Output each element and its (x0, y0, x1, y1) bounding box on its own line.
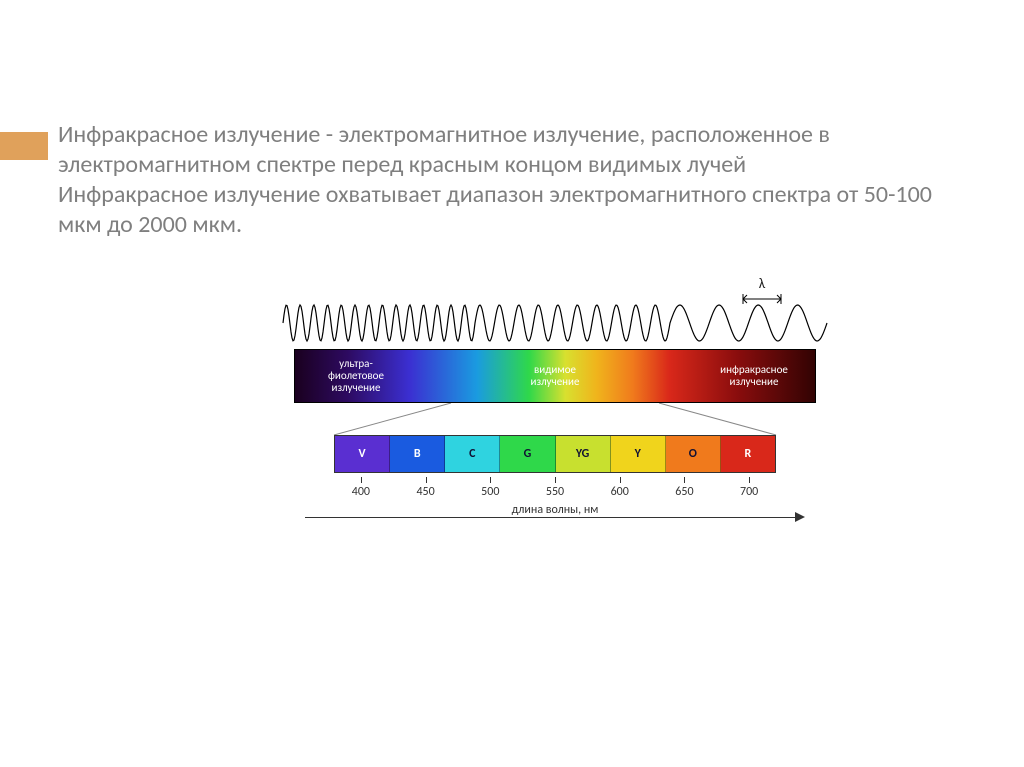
accent-bar (0, 132, 48, 160)
tick-mark (490, 477, 491, 483)
tick-label: 500 (481, 485, 499, 499)
wavelength-ticks: 400 450 500 550 600 650 700 (335, 477, 775, 503)
lambda-arrow-icon (739, 294, 785, 304)
color-segment: V (335, 436, 390, 472)
tick-mark (620, 477, 621, 483)
uv-label: ультра-фиолетовоеизлучение (301, 358, 411, 394)
wavelength-axis: длина волны, нм (305, 509, 805, 533)
tick-mark (555, 477, 556, 483)
spectrum-diagram: λ ультра-фиолетовоеизлучение видимоеизлу… (275, 275, 835, 595)
color-segment: R (721, 436, 775, 472)
projection-lines (295, 403, 815, 435)
visible-color-bar: VBCGYGYOR (334, 435, 776, 473)
color-segment: G (500, 436, 555, 472)
color-segment: O (666, 436, 721, 472)
color-segment: YG (556, 436, 611, 472)
axis-label: длина волны, нм (504, 503, 607, 517)
slide-title: Инфракрасное излучение - электромагнитно… (58, 120, 968, 240)
spectrum-bar-main: ультра-фиолетовоеизлучение видимоеизлуче… (294, 349, 816, 403)
tick-label: 700 (740, 485, 758, 499)
tick-label: 650 (675, 485, 693, 499)
color-segment: Y (611, 436, 666, 472)
color-segment: B (390, 436, 445, 472)
visible-label: видимоеизлучение (500, 364, 610, 388)
tick-mark (749, 477, 750, 483)
arrow-right-icon (795, 512, 805, 522)
tick-mark (684, 477, 685, 483)
axis-line (305, 517, 797, 518)
ir-label: инфракрасноеизлучение (699, 364, 809, 388)
tick-mark (361, 477, 362, 483)
tick-label: 450 (416, 485, 434, 499)
tick-mark (426, 477, 427, 483)
color-segment: C (445, 436, 500, 472)
tick-label: 400 (352, 485, 370, 499)
lambda-symbol: λ (759, 275, 765, 292)
tick-label: 550 (546, 485, 564, 499)
lambda-annotation: λ (739, 275, 785, 304)
tick-label: 600 (611, 485, 629, 499)
